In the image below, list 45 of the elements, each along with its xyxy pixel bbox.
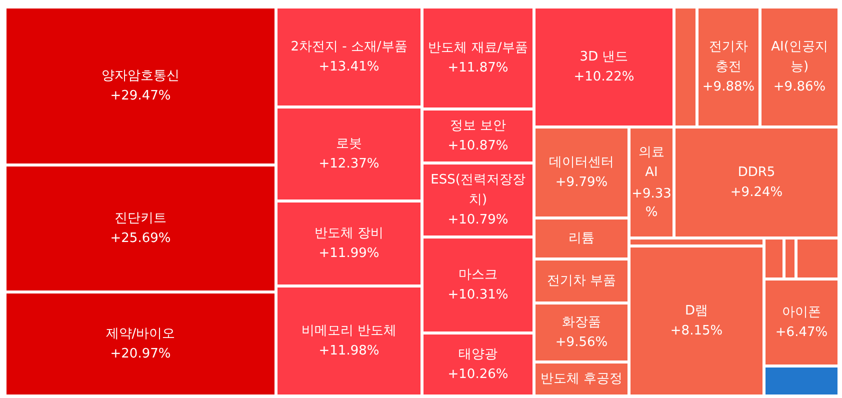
data-label: +29.47%	[110, 88, 171, 104]
data-label: +9.33%	[632, 186, 672, 220]
category-label: ESS(전력저장장치)	[430, 172, 526, 208]
data-label: +12.37%	[318, 156, 380, 172]
category-label: DDR5	[738, 165, 776, 180]
category-label: 의료 AI	[638, 145, 664, 180]
category-label: 마스크	[458, 268, 498, 282]
category-label: 데이터센터	[549, 155, 614, 170]
data-label: +13.41%	[318, 60, 380, 74]
data-label: +9.24%	[730, 185, 783, 200]
data-label: +10.79%	[448, 212, 508, 228]
category-label: 제약/바이오	[106, 326, 176, 342]
category-label: 리튬	[568, 231, 594, 246]
category-label: D램	[684, 304, 708, 318]
category-label: 비메모리 반도체	[301, 324, 397, 338]
data-label: +6.47%	[775, 325, 828, 340]
data-label: +25.69%	[110, 231, 171, 246]
data-label: +8.15%	[670, 324, 723, 338]
category-label: 3D 낸드	[580, 50, 628, 64]
category-label: 진단키트	[114, 211, 166, 226]
data-label: +10.26%	[448, 367, 508, 382]
data-label: +9.86%	[773, 80, 826, 94]
data-label: +10.87%	[448, 138, 508, 154]
category-label: 태양광	[458, 347, 498, 362]
category-label: 아이폰	[782, 305, 821, 320]
data-label: +9.88%	[702, 80, 755, 94]
data-label: +20.97%	[110, 346, 171, 362]
category-label: 양자암호통신	[102, 68, 180, 84]
category-label: AI(인공지능)	[771, 40, 828, 74]
category-label: 전기차 부품	[546, 274, 616, 288]
data-label: +11.99%	[318, 246, 380, 261]
data-label: +9.79%	[555, 175, 608, 190]
category-label: 화장품	[562, 315, 601, 330]
data-label: +11.87%	[448, 60, 508, 76]
category-label: 반도체 장비	[314, 226, 384, 241]
category-label: 반도체 후공정	[540, 372, 623, 386]
category-label: 정보 보안	[450, 118, 506, 134]
data-label: +11.98%	[318, 344, 380, 358]
data-label: +10.22%	[574, 70, 634, 84]
data-label: +9.56%	[555, 335, 608, 350]
data-label: +10.31%	[448, 288, 508, 302]
category-label: 전기차 충전	[709, 40, 748, 74]
category-label: 2차전지 - 소재/부품	[290, 40, 408, 54]
category-label: 반도체 재료/부품	[428, 40, 528, 56]
category-label: 로봇	[336, 136, 362, 152]
